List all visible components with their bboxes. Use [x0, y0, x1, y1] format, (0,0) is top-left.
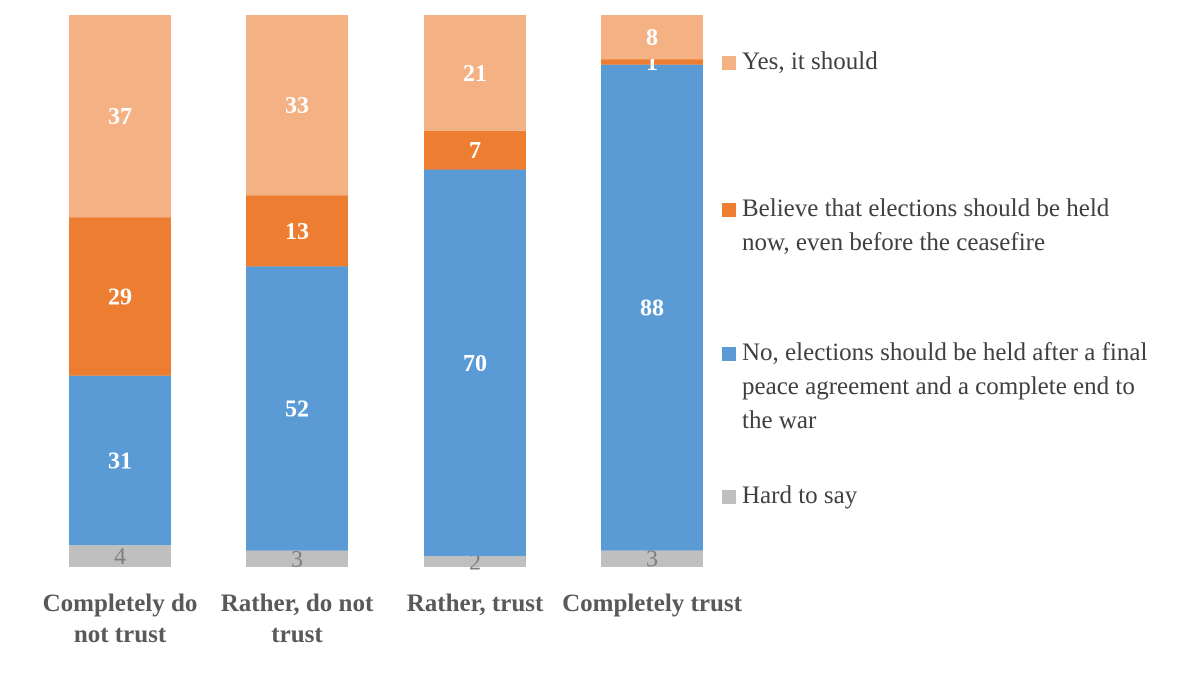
bar-segment	[601, 15, 703, 60]
bar-segment	[601, 59, 703, 65]
legend-label: Hard to say	[742, 482, 858, 509]
legend-item: Believe that elections should be held no…	[722, 192, 1162, 260]
bar-segment	[424, 169, 526, 556]
data-label: 8	[646, 25, 658, 51]
bar-segment	[69, 15, 171, 218]
legend-label: Yes, it should	[742, 48, 878, 75]
data-label: 21	[463, 61, 487, 87]
legend-swatch	[722, 490, 736, 504]
data-label: 7	[469, 138, 481, 164]
bar-segment	[246, 550, 348, 567]
legend-swatch	[722, 347, 736, 361]
data-label: 31	[108, 448, 132, 474]
bar-segment	[69, 217, 171, 376]
legend-item: Hard to say	[722, 479, 1152, 513]
legend-swatch	[722, 56, 736, 70]
data-label: 88	[640, 296, 664, 322]
bar-segment	[246, 266, 348, 551]
bar-segment	[601, 550, 703, 567]
bar-segment	[69, 545, 171, 567]
category-label: Rather, do not trust	[220, 590, 374, 648]
data-label: 2	[469, 549, 481, 575]
category-label: Completely do not trust	[42, 590, 198, 648]
data-label: 3	[291, 547, 303, 573]
data-label: 33	[285, 93, 309, 119]
bar-segment	[424, 130, 526, 170]
data-label: 4	[114, 544, 126, 570]
data-label: 52	[285, 397, 309, 423]
data-label: 13	[285, 219, 309, 245]
legend-label: Believe that elections should be held no…	[742, 195, 1110, 256]
data-label: 70	[463, 351, 487, 377]
legend-label: No, elections should be held after a fin…	[742, 339, 1148, 434]
data-label: 29	[108, 284, 132, 310]
legend-swatch	[722, 203, 736, 217]
legend-item: Yes, it should	[722, 45, 1152, 79]
category-label: Completely trust	[562, 590, 742, 617]
category-label: Rather, trust	[406, 590, 544, 617]
bar-segment	[246, 15, 348, 196]
data-label: 3	[646, 547, 658, 573]
bar-segment	[424, 15, 526, 131]
legend-item: No, elections should be held after a fin…	[722, 336, 1152, 438]
bar-segment	[246, 195, 348, 267]
bar-segment	[69, 375, 171, 546]
bar-segment	[601, 64, 703, 551]
bar-segment	[424, 555, 526, 567]
data-label: 37	[108, 104, 132, 130]
